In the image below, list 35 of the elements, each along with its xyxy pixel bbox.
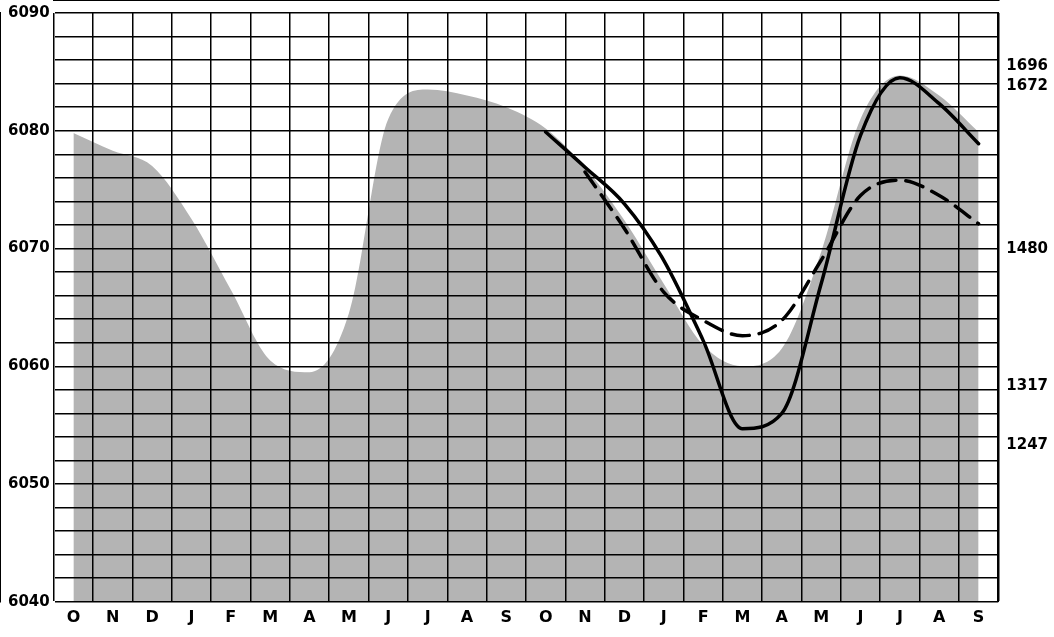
x-tick-label: F <box>225 606 237 626</box>
x-tick-label: J <box>895 606 903 626</box>
y-tick-label: 6090 <box>8 2 50 21</box>
x-tick-label: S <box>972 606 985 626</box>
y2-tick-label: 1696 <box>1006 56 1048 75</box>
x-tick-label: M <box>340 606 357 626</box>
x-tick-label: N <box>578 606 592 626</box>
x-tick-label: J <box>384 606 392 626</box>
x-tick-label: O <box>538 606 553 626</box>
x-tick-label: A <box>933 606 947 626</box>
y2-tick-label: 1317 <box>1006 376 1048 395</box>
x-tick-label: J <box>423 606 431 626</box>
y-tick-label: 6040 <box>8 591 50 610</box>
x-tick-label: A <box>775 606 789 626</box>
x-tick-label: J <box>187 606 195 626</box>
x-tick-label: D <box>145 606 159 626</box>
x-tick-label: N <box>106 606 120 626</box>
x-tick-label: O <box>66 606 81 626</box>
y-tick-label: 6080 <box>8 120 50 139</box>
x-tick-label: J <box>856 606 864 626</box>
x-tick-label: A <box>303 606 317 626</box>
y-tick-label: 6060 <box>8 356 50 375</box>
x-tick-label: A <box>460 606 474 626</box>
x-tick-label: S <box>500 606 513 626</box>
x-tick-label: J <box>659 606 667 626</box>
y2-tick-label: 1672 <box>1006 76 1048 95</box>
x-tick-label: M <box>734 606 751 626</box>
x-tick-label: D <box>617 606 632 626</box>
x-tick-label: M <box>262 606 279 626</box>
x-tick-label: M <box>813 606 830 626</box>
y2-tick-label: 1247 <box>1006 435 1048 454</box>
y-tick-label: 6050 <box>8 473 50 492</box>
x-tick-label: F <box>697 606 709 626</box>
y2-tick-label: 1480 <box>1006 238 1048 257</box>
y-tick-label: 6070 <box>8 238 50 257</box>
